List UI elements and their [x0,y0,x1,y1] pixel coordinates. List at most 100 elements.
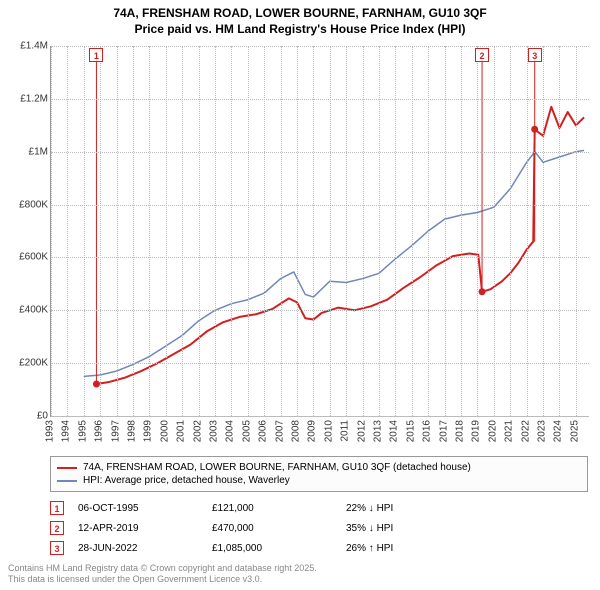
xtick-label: 2025 [569,420,580,442]
event-marker: 3 [50,541,64,555]
gridline-vertical [100,46,101,416]
xtick-label: 2006 [258,420,269,442]
legend-row: HPI: Average price, detached house, Wave… [57,474,581,487]
legend: 74A, FRENSHAM ROAD, LOWER BOURNE, FARNHA… [50,456,588,492]
gridline-vertical [166,46,167,416]
gridline-vertical [117,46,118,416]
marker-box-1: 1 [89,48,103,62]
xtick-label: 2010 [323,420,334,442]
xtick-label: 2020 [487,420,498,442]
ytick-label: £1M [29,146,48,157]
xtick-label: 2002 [192,420,203,442]
marker-box-3: 3 [528,48,542,62]
gridline-horizontal [51,99,589,100]
gridline-horizontal [51,46,589,47]
event-price: £121,000 [212,503,332,514]
xtick-label: 2001 [176,420,187,442]
attribution-line-1: Contains HM Land Registry data © Crown c… [8,563,592,575]
gridline-vertical [477,46,478,416]
xtick-label: 1998 [127,420,138,442]
xtick-label: 1999 [143,420,154,442]
title-line-1: 74A, FRENSHAM ROAD, LOWER BOURNE, FARNHA… [0,6,600,22]
xtick-label: 2015 [405,420,416,442]
ytick-label: £600K [19,252,48,263]
gridline-vertical [215,46,216,416]
gridline-vertical [182,46,183,416]
gridline-vertical [576,46,577,416]
gridline-vertical [527,46,528,416]
event-price: £1,085,000 [212,543,332,554]
event-price: £470,000 [212,523,332,534]
event-marker: 2 [50,521,64,535]
gridline-vertical [297,46,298,416]
xtick-label: 2008 [291,420,302,442]
event-date: 06-OCT-1995 [78,503,198,514]
gridline-vertical [445,46,446,416]
marker-box-2: 2 [475,48,489,62]
gridline-horizontal [51,257,589,258]
chart-svg [51,46,589,416]
event-pct: 26% ↑ HPI [346,543,466,554]
legend-row: 74A, FRENSHAM ROAD, LOWER BOURNE, FARNHA… [57,461,581,474]
ytick-label: £200K [19,358,48,369]
xtick-label: 2003 [209,420,220,442]
xtick-label: 2011 [340,420,351,442]
gridline-vertical [248,46,249,416]
gridline-vertical [199,46,200,416]
xtick-label: 2012 [356,420,367,442]
gridline-vertical [395,46,396,416]
event-pct: 22% ↓ HPI [346,503,466,514]
plot-area: 1 2 3 [50,46,589,417]
xtick-label: 2018 [455,420,466,442]
legend-swatch [57,467,77,469]
gridline-vertical [67,46,68,416]
gridline-vertical [461,46,462,416]
attribution: Contains HM Land Registry data © Crown c… [8,563,592,586]
gridline-vertical [281,46,282,416]
gridline-vertical [84,46,85,416]
xtick-label: 2019 [471,420,482,442]
legend-label: HPI: Average price, detached house, Wave… [83,475,290,486]
gridline-vertical [559,46,560,416]
gridline-vertical [363,46,364,416]
event-row: 212-APR-2019£470,00035% ↓ HPI [50,518,588,538]
chart-container: 74A, FRENSHAM ROAD, LOWER BOURNE, FARNHA… [0,0,600,590]
xtick-label: 2017 [438,420,449,442]
event-row: 3 28-JUN-2022 £1,085,000 26% ↑ HPI [50,538,588,558]
title-line-2: Price paid vs. HM Land Registry's House … [0,22,600,38]
gridline-horizontal [51,363,589,364]
xtick-label: 1996 [94,420,105,442]
gridline-vertical [379,46,380,416]
xtick-label: 2013 [373,420,384,442]
series-hpi [84,150,584,376]
xtick-label: 2007 [274,420,285,442]
gridline-vertical [346,46,347,416]
gridline-horizontal [51,205,589,206]
gridline-vertical [264,46,265,416]
ytick-label: £800K [19,199,48,210]
gridline-horizontal [51,416,589,417]
xtick-label: 2004 [225,420,236,442]
xtick-label: 2000 [159,420,170,442]
gridline-vertical [510,46,511,416]
gridline-vertical [330,46,331,416]
gridline-vertical [494,46,495,416]
xtick-label: 1993 [45,420,56,442]
xtick-label: 2021 [504,420,515,442]
gridline-vertical [543,46,544,416]
xtick-label: 2016 [422,420,433,442]
ytick-label: £1.2M [20,93,48,104]
events-table: 106-OCT-1995£121,00022% ↓ HPI212-APR-201… [50,498,588,558]
chart-title: 74A, FRENSHAM ROAD, LOWER BOURNE, FARNHA… [0,0,600,37]
attribution-line-2: This data is licensed under the Open Gov… [8,574,592,586]
gridline-horizontal [51,310,589,311]
xtick-label: 2014 [389,420,400,442]
xtick-label: 1997 [110,420,121,442]
gridline-vertical [428,46,429,416]
ytick-label: £1.4M [20,41,48,52]
xtick-label: 1994 [61,420,72,442]
gridline-vertical [133,46,134,416]
gridline-vertical [412,46,413,416]
event-date: 28-JUN-2022 [78,543,198,554]
event-pct: 35% ↓ HPI [346,523,466,534]
